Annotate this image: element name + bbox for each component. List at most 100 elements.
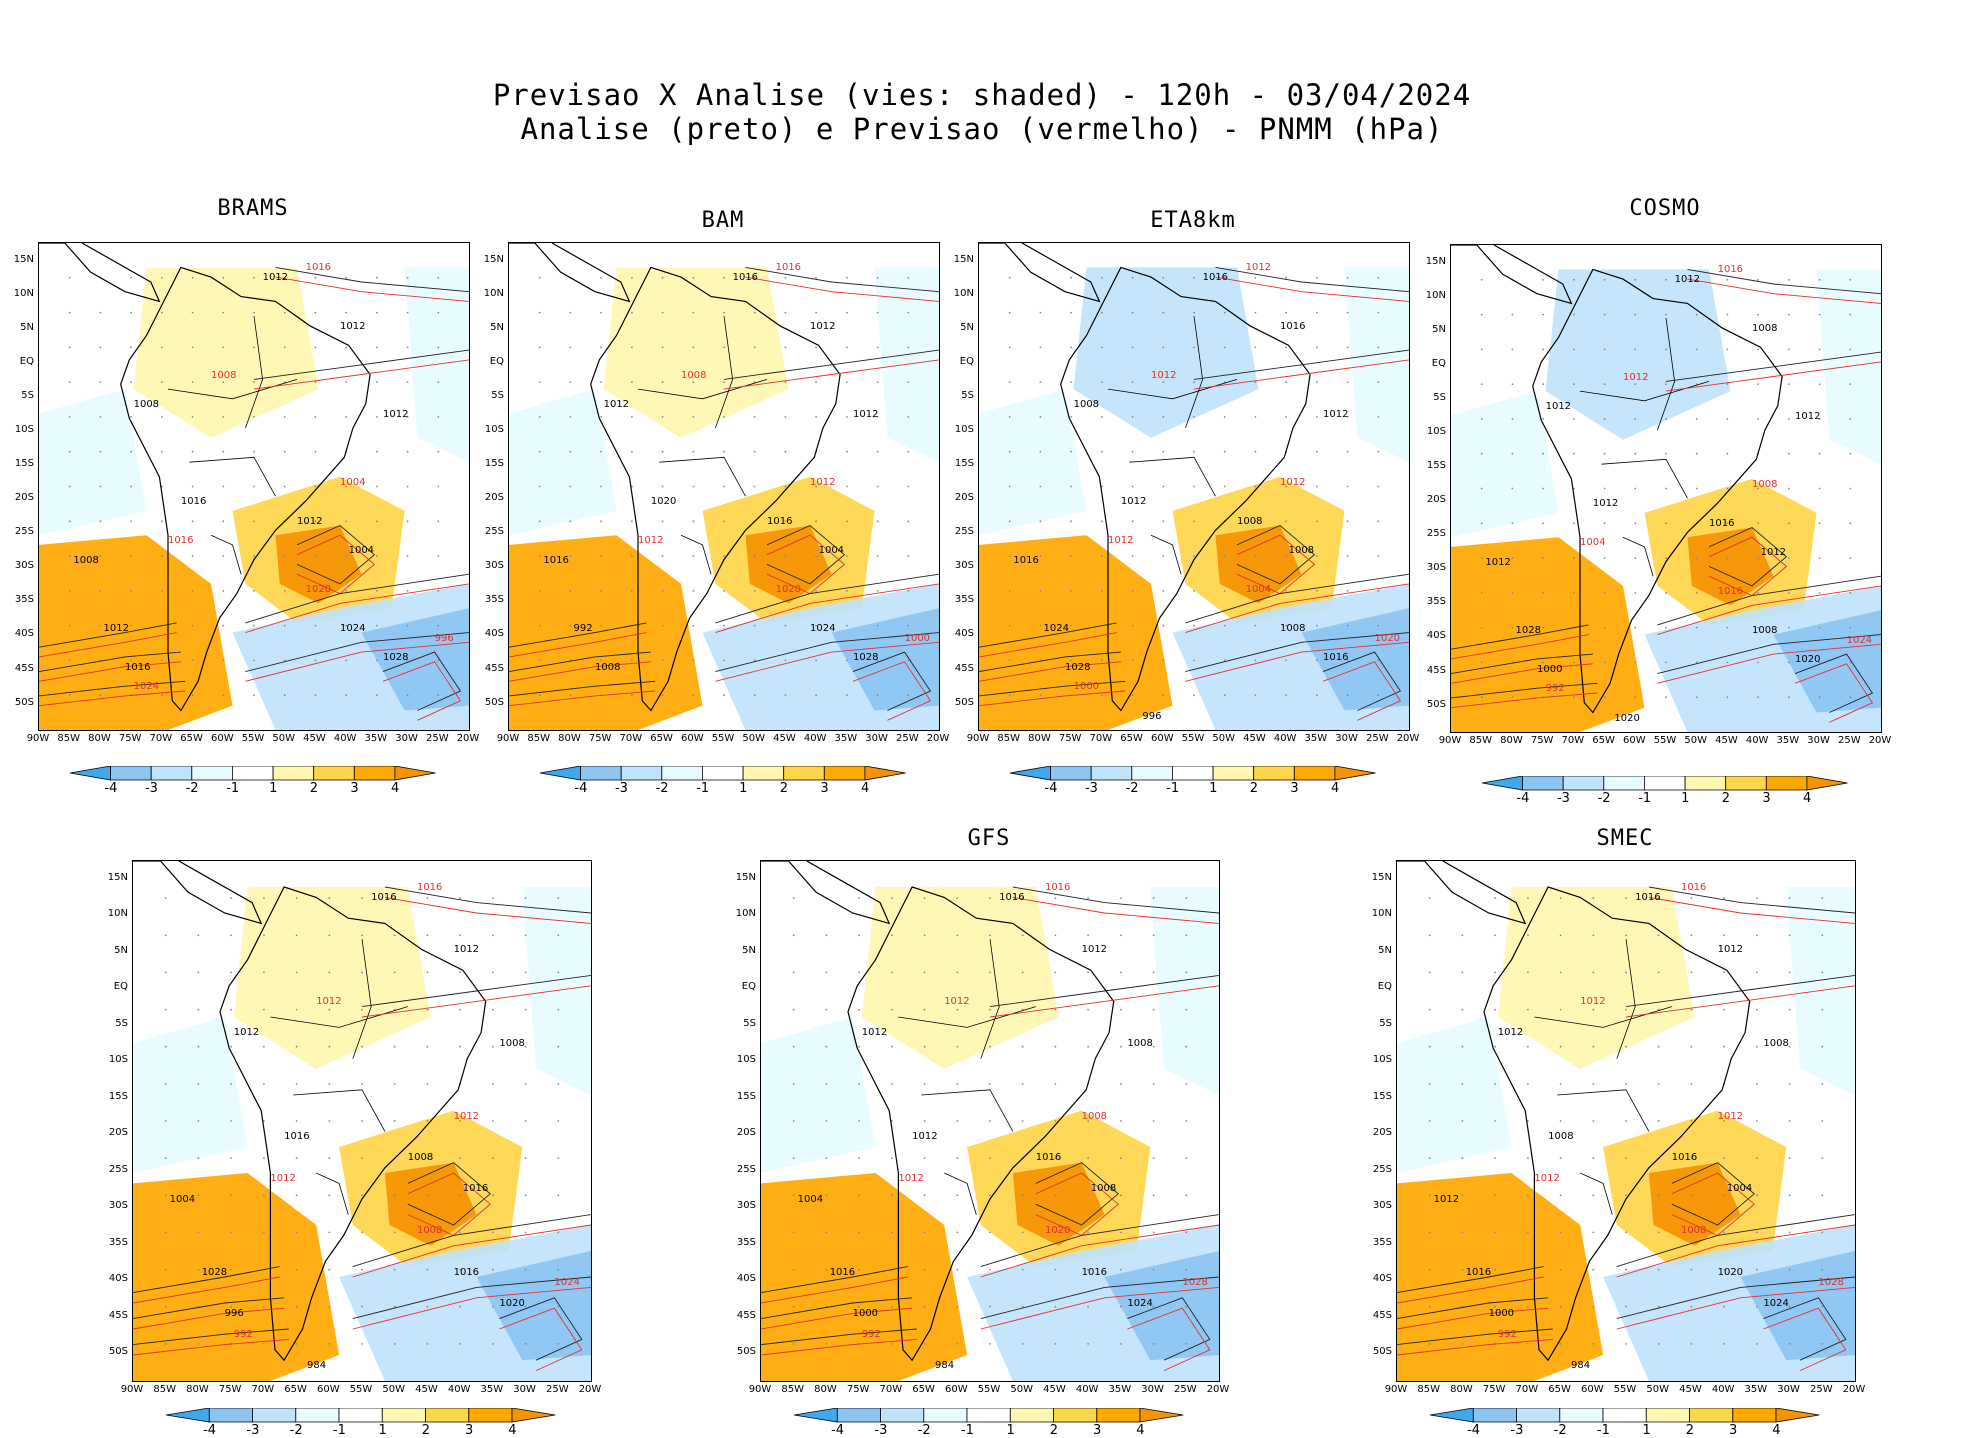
longitude-label: 20W [1396, 733, 1420, 744]
forecast-isobar [275, 276, 469, 302]
colorbar-label: -2 [1597, 791, 1611, 806]
country-border [1557, 1089, 1650, 1132]
isobar-label: 1020 [1795, 654, 1821, 666]
longitude-label: 75W [1482, 1384, 1506, 1395]
colorbar-label: 2 [1249, 781, 1259, 796]
country-border [1601, 458, 1688, 499]
analysis-isobar [723, 349, 939, 380]
country-border [245, 315, 264, 429]
latitude-label: 5S [1379, 1017, 1392, 1029]
longitude-label: 50W [742, 733, 766, 744]
isobar-label: 1012 [453, 944, 480, 956]
isobar-label: 1024 [810, 622, 836, 634]
isobar-label: 1012 [270, 1173, 296, 1184]
isobar-label: 1024 [1763, 1297, 1789, 1309]
analysis-isobar [509, 680, 656, 697]
latitude-label: 10S [108, 1054, 128, 1066]
forecast-isobar [407, 1172, 491, 1236]
colorbar-label: 4 [1330, 781, 1340, 796]
isobar-label: 992 [1545, 683, 1565, 695]
bias-shading [861, 887, 1059, 1069]
analysis-isobar [39, 622, 177, 648]
map-panel-eta8km: 1012 1016 1016 1012 1012 1008 1012 1012 1008 1012… [978, 242, 1410, 731]
colorbar-label: -1 [226, 781, 240, 796]
forecast-isobar [715, 641, 939, 682]
colorbar [1482, 776, 1848, 791]
country-border [293, 1089, 386, 1132]
forecast-isobar [509, 690, 656, 707]
longitude-label: 25W [545, 1384, 569, 1395]
analysis-isobar [715, 632, 939, 673]
longitude-label: 75W [118, 733, 142, 744]
colorbar-label: 4 [1772, 1423, 1781, 1438]
isobar-label: 1012 [1674, 274, 1701, 286]
colorbar [70, 766, 436, 781]
colorbar-segment [580, 766, 622, 781]
latitude-label: 10N [107, 908, 128, 920]
forecast-isobar [361, 985, 591, 1018]
colorbar-segment [1294, 766, 1336, 781]
latitude-label: 5S [21, 390, 34, 402]
forecast-isobar [245, 583, 469, 634]
latitude-label: 5S [743, 1017, 756, 1029]
isobar-label: 1012 [233, 1027, 260, 1039]
analysis-isobar [1665, 351, 1881, 382]
forecast-isobar [1035, 1172, 1119, 1236]
panel-title: GFS [967, 826, 1011, 851]
colorbar-label: 1 [1681, 791, 1690, 806]
colorbar-label: -1 [1166, 781, 1180, 796]
isobar-label: 1012 [1323, 408, 1349, 420]
colorbar-label: 2 [779, 781, 789, 796]
south-america-outline [1532, 268, 1783, 714]
longitude-label: 35W [1108, 1384, 1132, 1395]
longitude-label: 85W [527, 733, 551, 744]
longitude-label: 45W [415, 1384, 438, 1395]
analysis-isobar [761, 1328, 917, 1346]
country-border [189, 456, 276, 497]
forecast-isobar [1648, 896, 1855, 924]
country-border [1150, 534, 1182, 575]
country-border [210, 534, 242, 575]
colorbar-segment [511, 1408, 556, 1423]
longitude-label: 50W [1212, 733, 1236, 744]
analysis-isobar [245, 573, 469, 624]
analysis-isobar [979, 622, 1117, 648]
colorbar-label: -1 [960, 1423, 974, 1438]
latitude-label: 10S [1372, 1054, 1392, 1066]
isobar-label: 1016 [732, 272, 759, 284]
isobar-label: 1016 [1013, 554, 1039, 566]
forecast-isobar [296, 534, 376, 595]
isobar-label: 1012 [1108, 535, 1134, 547]
colorbar-segment [70, 766, 112, 781]
isobar-label: 1012 [1545, 400, 1572, 412]
south-america-outline [590, 266, 841, 712]
isobar-label: 1012 [262, 272, 289, 284]
bias-shading [39, 535, 233, 730]
isobar-label: 1012 [1795, 410, 1821, 422]
latitude-label: 35S [954, 594, 974, 606]
latitude-label: 25S [1372, 1163, 1392, 1175]
isobar-label: 1020 [775, 583, 802, 595]
longitude-label: 80W [558, 733, 581, 744]
longitude-label: 65W [1120, 733, 1143, 744]
longitude-label: 25W [1809, 1384, 1833, 1395]
analysis-isobar [1648, 886, 1855, 914]
longitude-label: 25W [425, 733, 449, 744]
isobar-label: 1008 [1763, 1037, 1789, 1049]
latitude-label: 45S [736, 1309, 756, 1321]
colorbar-label: -3 [1510, 1423, 1524, 1438]
forecast-isobar [1236, 534, 1316, 595]
colorbar-segment [742, 766, 785, 781]
colorbar-label: -3 [1084, 781, 1098, 796]
isobar-label: 1012 [1592, 498, 1619, 510]
longitude-label: 55W [1653, 735, 1677, 746]
analysis-isobar [745, 266, 939, 293]
central-america-outline [979, 243, 1101, 303]
country-border [680, 534, 712, 575]
latitude-label: 40S [1372, 1273, 1392, 1285]
country-border [1580, 1172, 1613, 1215]
latitude-label: 5N [1378, 944, 1392, 956]
isobar-label: 1008 [499, 1037, 525, 1049]
colorbar-segment [1559, 1408, 1604, 1423]
analysis-isobar [407, 1162, 491, 1226]
